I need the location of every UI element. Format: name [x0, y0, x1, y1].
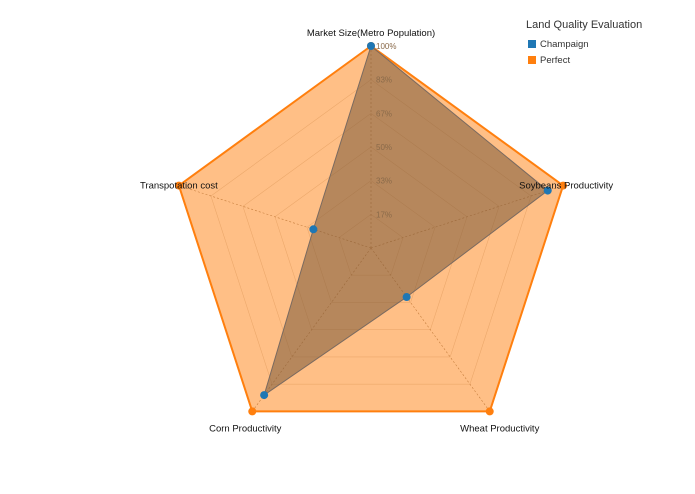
radar-points: [174, 42, 568, 416]
legend-label-champaign: Champaign: [540, 38, 589, 50]
point-perfect-corn-productivity: [248, 407, 257, 416]
tick-label-83: 83%: [376, 76, 392, 85]
legend-label-perfect: Perfect: [540, 54, 571, 66]
tick-label-33: 33%: [376, 177, 392, 186]
point-champaign-market-size-metro-population: [367, 42, 375, 50]
legend-swatch-champaign: [528, 40, 536, 48]
point-champaign-wheat-productivity: [402, 293, 411, 302]
axis-label-wheat-productivity: Wheat Productivity: [460, 423, 539, 434]
legend: Land Quality Evaluation Champaign Perfec…: [526, 19, 642, 68]
tick-label-17: 17%: [376, 210, 392, 219]
tick-label-100: 100%: [376, 42, 396, 51]
axis-label-soybeans-productivity: Soybeans Productivity: [519, 181, 613, 192]
legend-title: Land Quality Evaluation: [526, 19, 643, 31]
radar-series: [177, 45, 565, 413]
point-perfect-transpotation-cost: [174, 181, 183, 190]
tick-label-50: 50%: [376, 143, 392, 152]
legend-swatch-perfect: [528, 56, 536, 64]
point-perfect-soybeans-productivity: [559, 181, 568, 190]
series-area-champaign: [263, 45, 549, 396]
legend-item-champaign[interactable]: Champaign: [528, 36, 642, 52]
axis-label-transpotation-cost: Transpotation cost: [140, 181, 218, 192]
radar-axis-labels: Market Size(Metro Population) Soybeans Pr…: [140, 28, 613, 434]
point-champaign-soybeans-productivity: [543, 186, 552, 195]
radar-tick-labels: 17% 33% 50% 67% 83% 100%: [376, 42, 396, 219]
point-champaign-corn-productivity: [260, 391, 269, 400]
point-perfect-wheat-productivity: [485, 407, 494, 416]
legend-item-perfect[interactable]: Perfect: [528, 52, 642, 68]
point-champaign-transpotation-cost: [309, 225, 318, 234]
axis-label-corn-productivity: Corn Productivity: [209, 423, 282, 434]
axis-label-market-size-metro-population: Market Size(Metro Population): [307, 28, 435, 39]
tick-label-67: 67%: [376, 109, 392, 118]
